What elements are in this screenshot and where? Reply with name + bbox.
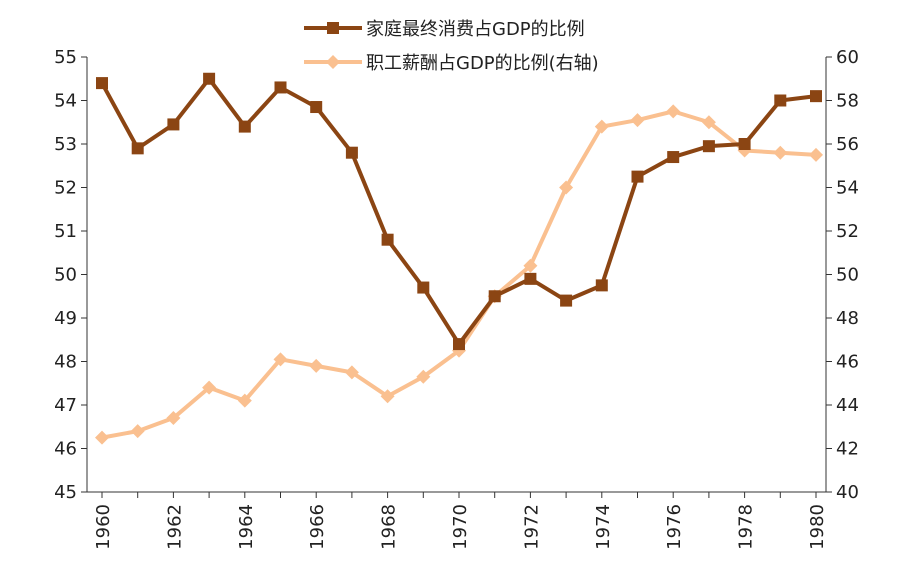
data-point [274,81,287,94]
data-point [701,115,716,130]
x-tick-label: 1960 [93,504,114,550]
data-point [237,393,252,408]
right-tick-label: 44 [836,395,859,416]
x-tick-label: 1980 [807,504,828,550]
data-point [130,424,145,439]
series-0 [96,72,822,351]
data-point [309,358,324,373]
series-1 [95,104,823,445]
data-point [702,140,715,153]
left-tick-label: 55 [54,47,77,68]
right-tick-label: 56 [836,134,859,155]
data-point [96,77,108,90]
x-tick-label: 1974 [593,504,614,550]
data-point [523,258,538,273]
legend-label-household-consumption: 家庭最终消费占GDP的比例 [366,19,585,40]
right-tick-label: 46 [836,352,859,373]
legend-label-employee-compensation: 职工薪酬占GDP的比例(右轴) [366,53,599,74]
right-axis-ticks: 40 42 44 46 48 50 52 54 56 58 60 [826,47,859,503]
data-point [380,389,395,404]
x-axis-ticks: 1960 1962 1964 1966 1968 1970 1972 1974 1976 1978… [93,492,828,550]
right-tick-label: 50 [836,265,859,286]
data-point [595,279,608,292]
data-point [666,104,681,119]
data-point [131,142,144,155]
data-point [238,120,251,133]
left-tick-label: 49 [54,308,77,329]
left-tick-label: 54 [54,91,77,112]
right-tick-label: 58 [836,91,859,112]
right-tick-label: 60 [836,47,859,68]
legend: 家庭最终消费占GDP的比例 职工薪酬占GDP的比例(右轴) [304,19,599,74]
left-tick-label: 53 [54,134,77,155]
right-tick-label: 48 [836,308,859,329]
data-point [488,290,501,303]
data-point [203,72,216,85]
x-tick-label: 1978 [736,504,757,550]
data-point [345,146,358,159]
data-point [416,369,431,384]
legend-marker-employee-compensation [326,55,340,69]
left-tick-label: 45 [54,482,77,503]
left-tick-label: 50 [54,265,77,286]
data-point [810,90,822,103]
legend-marker-household-consumption [327,22,339,34]
x-tick-label: 1968 [379,504,400,550]
right-tick-label: 54 [836,178,859,199]
data-point [594,119,609,134]
data-point [809,147,823,162]
x-tick-label: 1966 [307,504,328,550]
data-point [774,94,787,107]
left-tick-label: 52 [54,178,77,199]
data-point [738,138,751,150]
data-point [630,113,645,128]
data-point [667,151,680,164]
x-tick-label: 1972 [521,504,542,550]
x-tick-label: 1970 [450,504,471,550]
data-point [202,380,217,395]
data-point [166,411,181,426]
data-point [167,118,180,131]
right-tick-label: 42 [836,439,859,460]
left-tick-label: 47 [54,395,77,416]
right-tick-label: 40 [836,482,859,503]
right-tick-label: 52 [836,221,859,242]
data-point [381,233,394,246]
data-point [95,430,109,445]
data-point [310,101,323,114]
x-tick-label: 1962 [164,504,185,550]
data-point [560,294,573,307]
x-tick-label: 1976 [664,504,685,550]
data-point [631,170,644,183]
x-tick-label: 1964 [236,504,257,550]
data-point [273,352,288,367]
data-point [453,338,465,351]
series-layer [95,72,823,445]
left-tick-label: 48 [54,352,77,373]
data-point [417,281,430,294]
data-point [559,180,574,195]
left-tick-label: 51 [54,221,77,242]
left-tick-label: 46 [54,439,77,460]
left-axis-ticks: 45 46 47 48 49 50 51 52 53 54 55 [54,47,87,503]
data-point [524,272,537,285]
data-point [773,145,788,160]
data-point [344,365,359,380]
